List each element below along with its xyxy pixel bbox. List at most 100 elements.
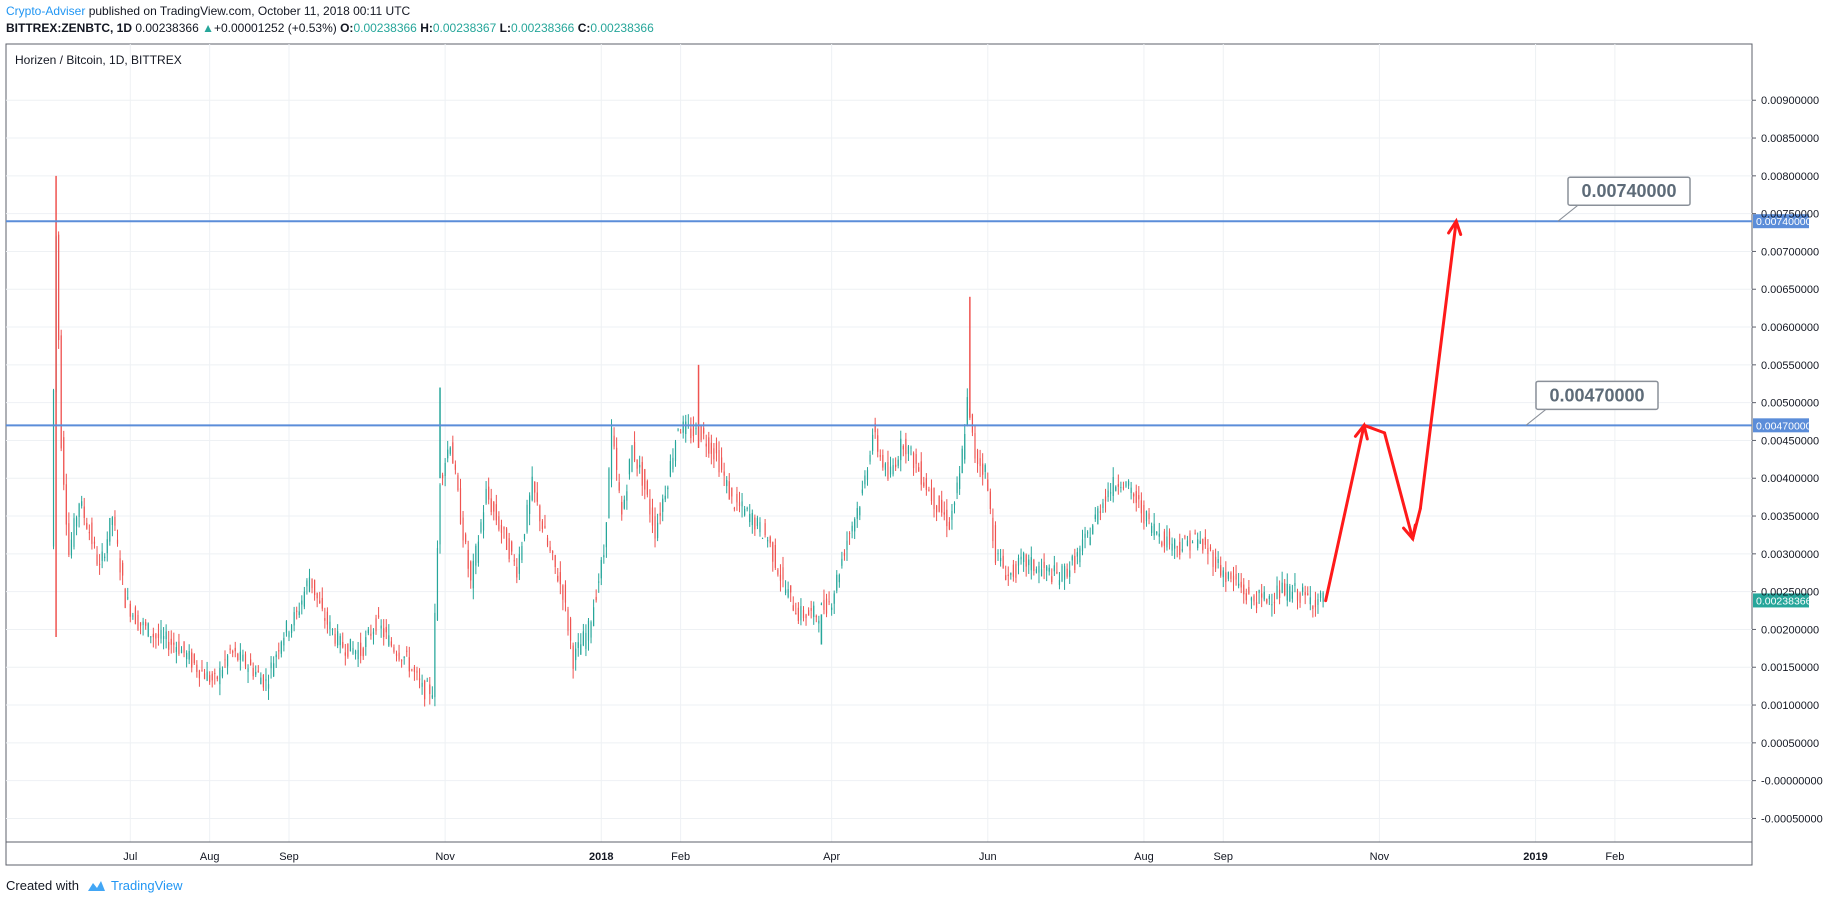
candle-body [411,669,413,671]
candle-body [751,513,753,526]
candle-body [170,638,172,645]
candle-body [1296,590,1299,601]
candle-body [792,605,794,611]
y-tick-label: 0.00350000 [1761,511,1819,523]
candle-body [516,566,518,578]
candle-body [193,654,195,664]
candle-body [237,653,239,660]
y-tick-label: 0.00500000 [1761,398,1819,410]
candle-body [1110,492,1112,494]
candle-body [209,675,211,683]
candle-body [613,435,615,447]
price-axis: 0.00900000 0.00850000 0.00800000 0.00750000… [1752,95,1823,825]
candle-body [690,428,692,439]
candle-body [503,526,505,530]
candle-body [477,541,480,563]
candle-body [1204,537,1206,545]
candle-body [365,637,367,647]
candle-body [239,651,241,661]
candle-body [180,649,183,654]
candle-body [475,545,477,566]
candle-body [1250,597,1253,601]
candle-body [203,673,206,679]
candle-body [848,532,851,534]
candle-body [73,518,75,547]
candle-body [1005,575,1007,581]
candle-body [216,676,218,679]
candle-body [324,618,326,621]
candle-body [633,441,636,461]
candle-body [372,631,375,635]
candle-body [1179,541,1181,556]
candle-body [377,615,380,617]
x-tick-label: Aug [200,851,220,863]
author-link[interactable]: Crypto-Adviser [6,4,86,18]
tradingview-logo[interactable]: TradingView [85,878,183,893]
candle-body [465,534,467,543]
candle-body [1138,495,1140,500]
candle-body [1025,554,1027,567]
candle-body [1043,561,1045,568]
candle-body [1020,556,1022,560]
candle-body [1127,480,1130,486]
candle-body [403,656,405,658]
grid [6,44,1752,842]
candle-body [1309,597,1311,605]
y-tick-label: 0.00450000 [1761,435,1819,447]
candle-body [1225,572,1227,583]
candle-body [467,549,469,569]
candle-body [293,612,295,626]
price-chart[interactable]: 0.00740000 0.00740000 0.00470000 0.00470000… [0,0,1830,875]
candle-body [598,581,600,583]
candle-body [546,537,549,546]
candle-body [895,464,897,468]
symbol: BITTREX:ZENBTC, 1D [6,21,132,35]
candle-body [1291,591,1293,599]
candle-body [600,559,602,579]
candle-body [214,672,216,674]
candle-body [953,502,956,506]
candle-body [60,335,62,449]
candle-body [1051,576,1053,583]
candle-body [1281,582,1283,593]
x-tick-label: Feb [671,851,690,863]
candle-body [680,432,682,434]
candle-body [705,443,707,447]
candle-body [1174,539,1176,549]
candle-body [813,605,815,617]
candle-body [1120,487,1122,489]
candle-body [626,491,628,501]
candle-body [1066,568,1068,577]
projection-path [1324,217,1463,603]
candle-body [1122,487,1125,489]
candle-body [1133,493,1135,497]
candle-body [823,600,825,610]
candle-body [280,641,282,654]
candle-body [265,679,267,682]
candle-body [539,505,541,522]
last-price: 0.00238366 [135,21,199,35]
level-price-tag-label: 0.00740000 [1756,216,1812,228]
candle-body [997,553,999,555]
candle-body [1240,581,1242,588]
candle-body [1158,533,1160,537]
change-arrow-icon: ▲ [202,21,214,35]
candle-body [511,541,513,552]
candle-body [449,447,451,454]
candle-body [956,482,958,494]
footer: Created with TradingView [6,878,183,893]
candle-body [124,588,126,608]
candle-body [78,503,80,517]
candle-body [754,517,756,530]
callout-label: 0.00470000 [1549,385,1644,405]
candle-body [298,611,300,615]
candle-body [1191,542,1194,544]
candle-body [1089,536,1091,545]
candle-body [874,423,876,433]
candle-body [331,629,334,631]
candle-body [649,499,651,515]
candle-body [1104,496,1107,502]
candle-body [459,488,462,524]
candle-body [562,585,564,600]
candle-body [544,525,546,529]
